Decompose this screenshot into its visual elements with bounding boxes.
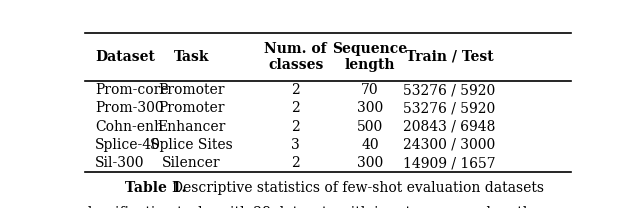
Text: 300: 300 bbox=[357, 156, 383, 170]
Text: Sil-300: Sil-300 bbox=[95, 156, 145, 170]
Text: 2: 2 bbox=[291, 102, 300, 115]
Text: Cohn-enh: Cohn-enh bbox=[95, 120, 163, 134]
Text: 20843 / 6948: 20843 / 6948 bbox=[403, 120, 496, 134]
Text: 3: 3 bbox=[291, 138, 300, 152]
Text: classification tasks with 28 datasets with input sequence lengths: classification tasks with 28 datasets wi… bbox=[80, 206, 539, 208]
Text: 14909 / 1657: 14909 / 1657 bbox=[403, 156, 496, 170]
Text: Splice-40: Splice-40 bbox=[95, 138, 161, 152]
Text: 53276 / 5920: 53276 / 5920 bbox=[403, 102, 495, 115]
Text: 40: 40 bbox=[362, 138, 379, 152]
Text: 24300 / 3000: 24300 / 3000 bbox=[403, 138, 495, 152]
Text: Descriptive statistics of few-shot evaluation datasets: Descriptive statistics of few-shot evalu… bbox=[172, 181, 544, 195]
Text: Num. of
classes: Num. of classes bbox=[264, 42, 327, 72]
Text: Enhancer: Enhancer bbox=[157, 120, 226, 134]
Text: Silencer: Silencer bbox=[163, 156, 221, 170]
Text: Prom-300: Prom-300 bbox=[95, 102, 163, 115]
Text: Table 1.: Table 1. bbox=[125, 181, 186, 195]
Text: 2: 2 bbox=[291, 156, 300, 170]
Text: Sequence
length: Sequence length bbox=[333, 42, 408, 72]
Text: 2: 2 bbox=[291, 83, 300, 97]
Text: Promoter: Promoter bbox=[158, 83, 225, 97]
Text: 70: 70 bbox=[362, 83, 379, 97]
Text: Train / Test: Train / Test bbox=[406, 50, 493, 64]
Text: Dataset: Dataset bbox=[95, 50, 155, 64]
Text: Splice Sites: Splice Sites bbox=[150, 138, 233, 152]
Text: 2: 2 bbox=[291, 120, 300, 134]
Text: 500: 500 bbox=[357, 120, 383, 134]
Text: Promoter: Promoter bbox=[158, 102, 225, 115]
Text: 53276 / 5920: 53276 / 5920 bbox=[403, 83, 495, 97]
Text: Task: Task bbox=[174, 50, 209, 64]
Text: 300: 300 bbox=[357, 102, 383, 115]
Text: Prom-core: Prom-core bbox=[95, 83, 168, 97]
